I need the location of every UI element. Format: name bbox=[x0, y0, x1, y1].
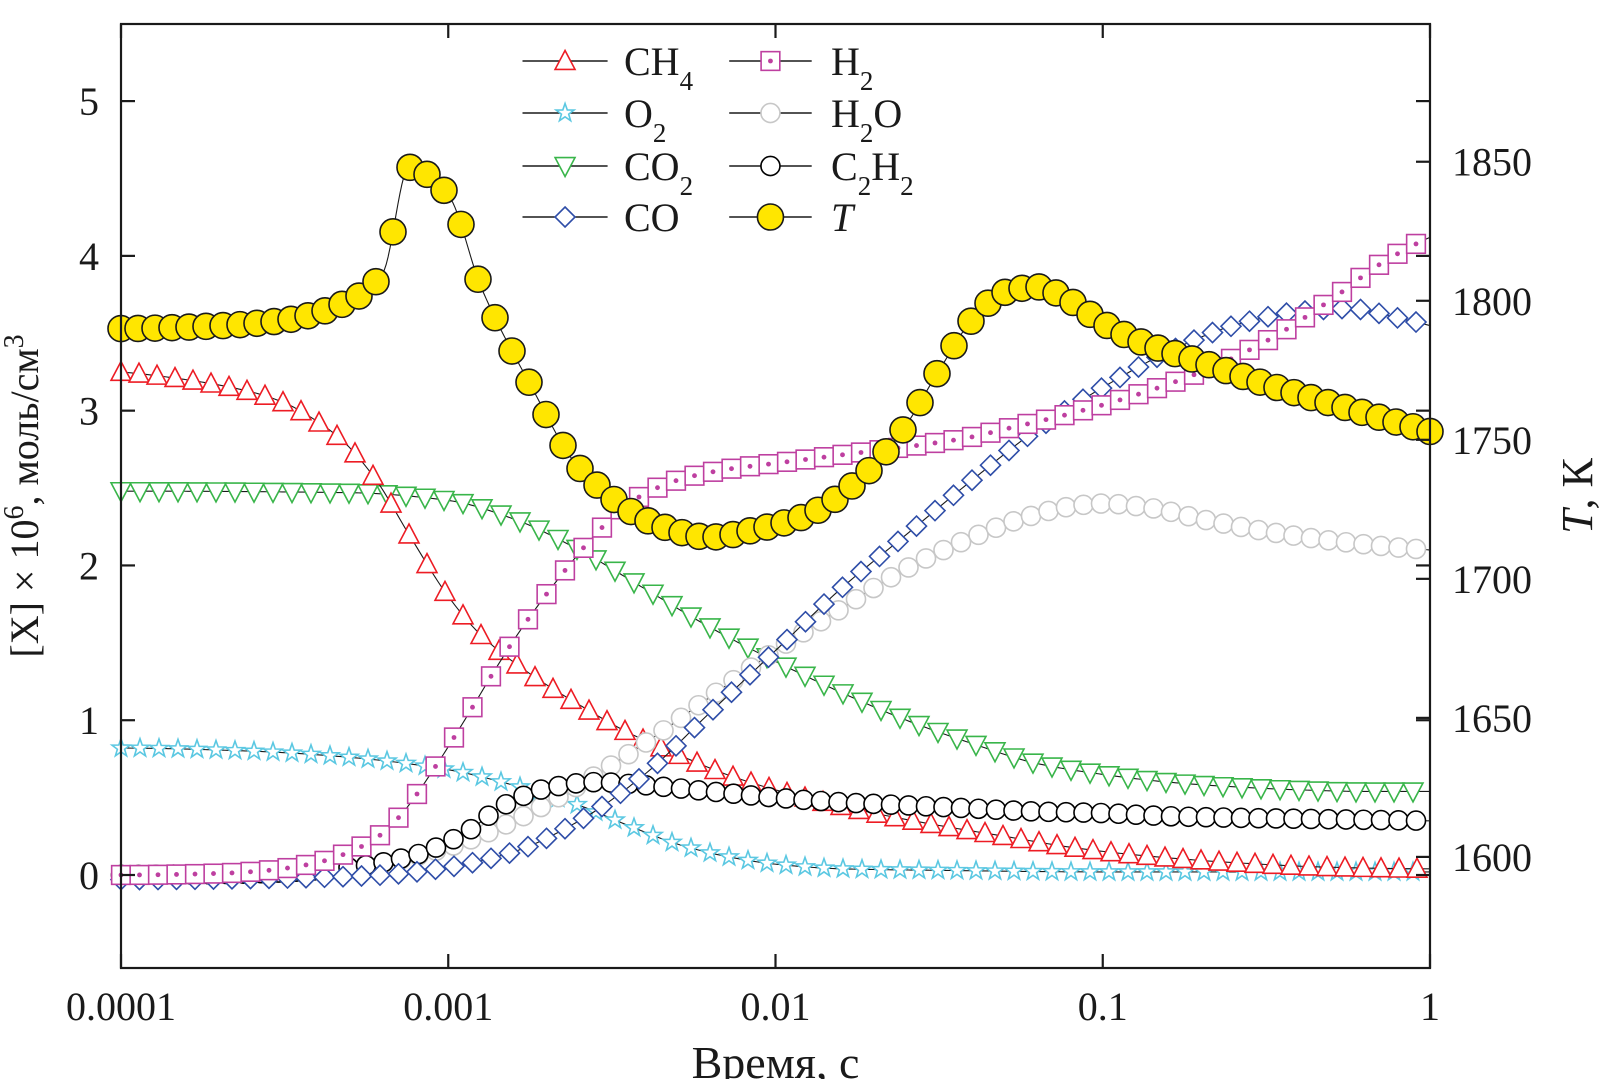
svg-text:1700: 1700 bbox=[1452, 557, 1532, 602]
svg-text:1: 1 bbox=[1420, 984, 1440, 1029]
svg-text:1850: 1850 bbox=[1452, 140, 1532, 185]
svg-text:1650: 1650 bbox=[1452, 696, 1532, 741]
svg-text:1800: 1800 bbox=[1452, 279, 1532, 324]
svg-text:CO: CO bbox=[624, 195, 680, 240]
svg-text:3: 3 bbox=[79, 389, 99, 434]
svg-text:0.01: 0.01 bbox=[741, 984, 811, 1029]
svg-text:0.1: 0.1 bbox=[1078, 984, 1128, 1029]
svg-text:Время, с: Время, с bbox=[692, 1037, 860, 1079]
svg-text:4: 4 bbox=[79, 234, 99, 279]
svg-text:T, К: T, К bbox=[1553, 457, 1602, 533]
svg-text:1600: 1600 bbox=[1452, 835, 1532, 880]
svg-text:5: 5 bbox=[79, 79, 99, 124]
svg-text:2: 2 bbox=[79, 543, 99, 588]
svg-text:1750: 1750 bbox=[1452, 418, 1532, 463]
svg-text:0: 0 bbox=[79, 853, 99, 898]
svg-text:0.0001: 0.0001 bbox=[66, 984, 176, 1029]
svg-text:1: 1 bbox=[79, 698, 99, 743]
svg-text:T: T bbox=[831, 195, 856, 240]
svg-text:[X] × 106, моль/см3: [X] × 106, моль/см3 bbox=[0, 334, 47, 657]
svg-text:0.001: 0.001 bbox=[403, 984, 493, 1029]
